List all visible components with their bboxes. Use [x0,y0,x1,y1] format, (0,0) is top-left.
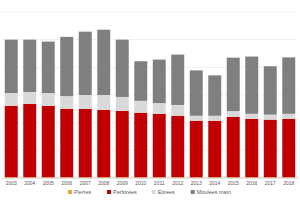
bar-segment [245,114,258,119]
x-tick-label: 2006 [61,180,72,186]
bar-segment [227,58,240,111]
x-tick-label: 2017 [265,180,276,186]
legend-swatch [107,190,111,194]
x-tick-label: 2005 [43,180,54,186]
bar-segment [227,117,240,177]
bar-segment [264,115,277,120]
bar-segment [79,95,92,109]
bar-segment [134,113,147,177]
bar-segment [190,70,203,115]
bar-segment [79,109,92,177]
bar-segment [97,30,110,95]
x-tick-label: 2018 [283,180,294,186]
x-tick-label: 2004 [24,180,35,186]
bar-segment [208,75,221,115]
bar-segment [190,116,203,121]
bar-segment [42,42,55,93]
legend-label: Moulées main [197,189,231,195]
bar-segment [79,32,92,95]
legend-swatch [191,190,195,194]
x-tick-label: 2007 [80,180,91,186]
bar-segment [208,116,221,121]
bar-segment [23,40,36,92]
bar-segment [227,111,240,117]
grid-line [2,178,298,179]
bar-segment [153,60,166,103]
x-tick-label: 2008 [98,180,109,186]
bar-segment [190,121,203,177]
bar-segment [171,116,184,177]
bar-segment [282,119,295,177]
bar-segment [116,97,129,111]
bar-segment [23,92,36,104]
grid-line [2,12,298,13]
bar-segment [171,105,184,116]
bar-segment [60,96,73,109]
bar-segment [171,55,184,105]
bar-segment [153,103,166,114]
bar-segment [264,120,277,178]
bar-segment [208,121,221,177]
bar-segment [5,40,18,93]
bar-segment [116,40,129,97]
x-tick-label: 2015 [228,180,239,186]
bar-segment [23,104,36,177]
grid-line [2,39,298,40]
bar-segment [282,114,295,119]
chart: 2003 2004 2005 2006 2007 2008 2009 2010 2011 2012… [0,0,300,200]
bar-segment [116,111,129,177]
legend-swatch [68,190,72,194]
x-tick-label: 2010 [135,180,146,186]
bar-segment [97,110,110,177]
legend-swatch [152,190,156,194]
bar-segment [42,93,55,106]
bar-segment [245,57,258,114]
legend-label: Perforées [113,189,137,195]
bar-segment [42,106,55,177]
legend-label: Etirées [158,189,175,195]
x-tick-label: 2014 [209,180,220,186]
x-tick-label: 2011 [154,180,165,186]
x-axis [2,178,298,179]
legend: Pierres Perforées Etirées Moulées main [68,189,231,195]
bar-segment [282,57,295,113]
x-tick-label: 2003 [6,180,17,186]
bar-segment [264,66,277,114]
bar-segment [5,106,18,177]
bar-segment [60,109,73,177]
bar-segment [245,119,258,177]
bar-segment [5,93,18,106]
bar-segment [134,101,147,113]
x-tick-label: 2009 [117,180,128,186]
x-tick-label: 2013 [191,180,202,186]
x-tick-label: 2016 [246,180,257,186]
bars [5,30,295,178]
bar-segment [97,95,110,110]
bar-segment [60,37,73,96]
bar-segment [153,114,166,177]
bar-segment [134,61,147,101]
legend-label: Pierres [74,189,92,195]
x-tick-label: 2012 [172,180,183,186]
